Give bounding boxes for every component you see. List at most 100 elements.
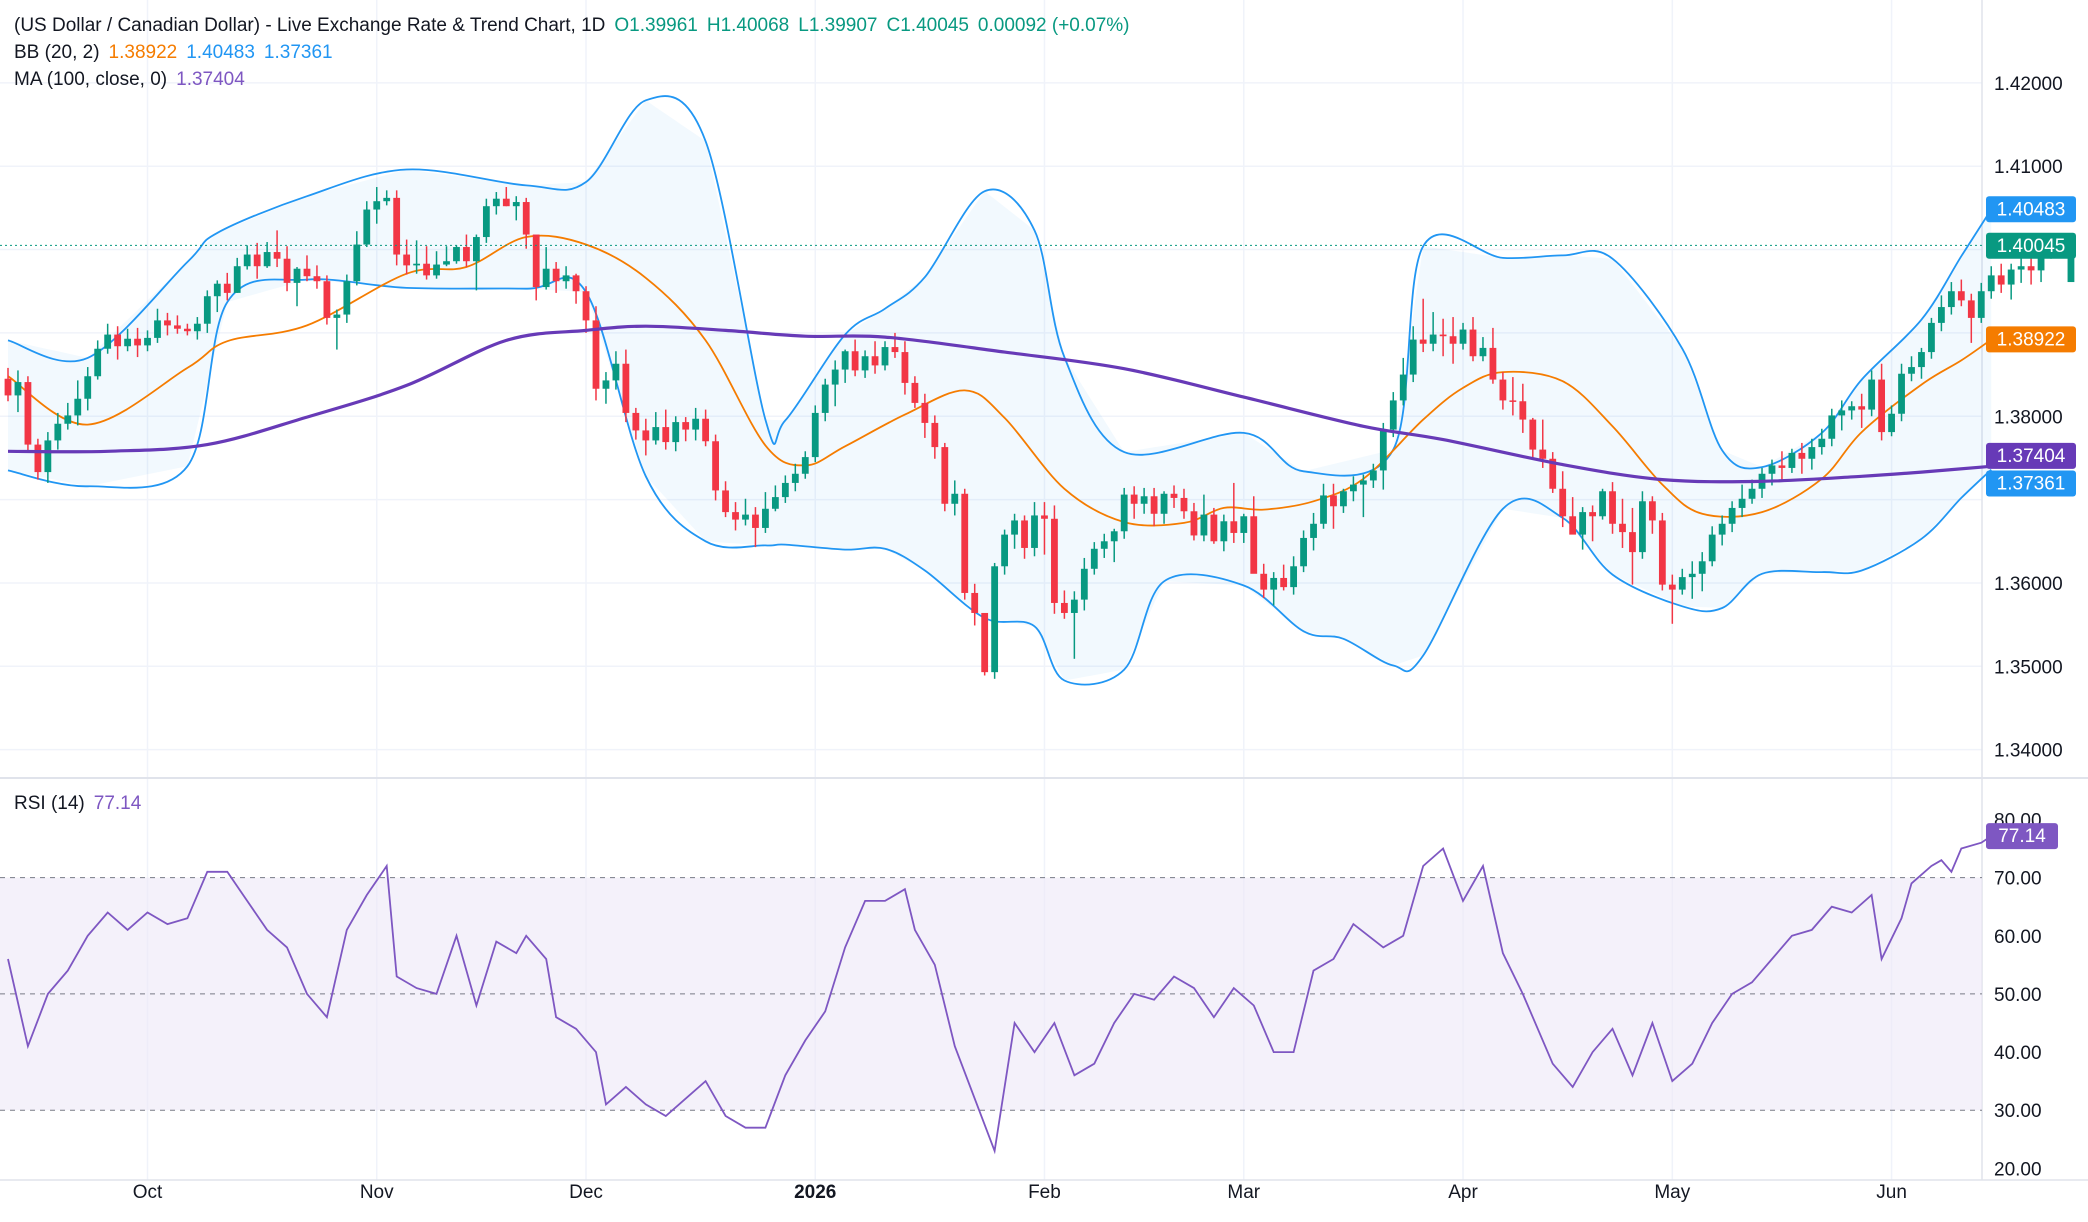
rsi-axis-label: 20.00: [1994, 1159, 2042, 1180]
candle: [762, 492, 769, 533]
bb-lower-value: 1.37361: [263, 42, 333, 63]
ma-label: MA (100, close, 0): [14, 69, 168, 90]
candle-body: [961, 493, 969, 593]
candle-body: [1409, 339, 1417, 375]
candle: [642, 418, 650, 456]
time-axis-label: Jun: [1876, 1182, 1907, 1203]
candle: [1389, 392, 1397, 438]
candle: [881, 341, 889, 371]
rsi-axis-label: 70.00: [1994, 869, 2042, 890]
candle-body: [1330, 495, 1337, 507]
candle-body: [54, 423, 62, 441]
candle: [582, 286, 590, 333]
bb-fill: [8, 100, 1992, 681]
candle-body: [1140, 496, 1148, 504]
candle-body: [1678, 577, 1686, 590]
candle: [124, 328, 131, 352]
candle: [1369, 463, 1377, 488]
candle-body: [1210, 514, 1218, 542]
candle-body: [1051, 518, 1058, 603]
candle-body: [1090, 548, 1098, 569]
candle-body: [213, 283, 221, 297]
rsi-line: [7, 835, 1992, 1155]
candle: [961, 488, 969, 600]
candle-body: [801, 457, 809, 474]
candle-body: [1938, 307, 1945, 323]
candle-body: [921, 402, 929, 423]
time-axis-label: Apr: [1448, 1182, 1478, 1203]
candle-body: [84, 376, 92, 399]
candle-body: [263, 252, 271, 267]
candle-body: [114, 334, 122, 347]
bollinger-bands: [7, 95, 1992, 686]
candle: [1868, 370, 1876, 417]
candle: [652, 412, 660, 445]
candle: [1748, 479, 1756, 504]
candle-body: [373, 201, 381, 210]
candle: [722, 481, 729, 518]
candle: [1180, 488, 1188, 519]
candle: [662, 409, 670, 450]
candle-body: [303, 268, 311, 277]
candle: [592, 306, 600, 401]
candle-body: [423, 263, 430, 276]
candle: [1270, 572, 1278, 606]
candle: [1639, 491, 1646, 559]
candle: [991, 562, 999, 679]
candle: [522, 197, 530, 249]
candle-body: [732, 512, 739, 520]
candle: [34, 438, 42, 480]
candle: [94, 340, 102, 380]
candle-body: [1130, 494, 1138, 504]
moving-average: [0, 244, 1992, 484]
candle: [283, 246, 291, 292]
candle: [1300, 530, 1307, 573]
candle: [1888, 405, 1895, 437]
candle: [1469, 317, 1477, 362]
candle-body: [652, 427, 660, 441]
candle: [313, 265, 321, 289]
candle: [453, 245, 460, 264]
candle: [1509, 377, 1517, 416]
candle-body: [1629, 532, 1636, 553]
candle-body: [24, 382, 32, 445]
candle-body: [851, 351, 859, 371]
candle: [154, 308, 161, 343]
candle-body: [1399, 374, 1407, 401]
candle: [1559, 471, 1567, 528]
candle-body: [1120, 494, 1128, 532]
candle: [1150, 487, 1158, 527]
candle: [901, 341, 909, 395]
candle: [1648, 496, 1656, 534]
candle: [1788, 448, 1796, 473]
candle-body: [1001, 534, 1008, 567]
candle: [213, 280, 221, 313]
candlestick-series: [4, 187, 2075, 679]
bb-upper-line: [7, 95, 1992, 477]
candle-body: [1320, 495, 1327, 524]
price-tag: [1986, 232, 2076, 259]
candle: [971, 583, 979, 626]
candle: [64, 402, 72, 430]
candle-body: [592, 320, 600, 389]
candle-body: [4, 378, 12, 396]
price-tag-label: 1.37404: [1997, 446, 2066, 467]
candle: [4, 367, 12, 402]
candle: [562, 266, 570, 289]
rsi-legend: RSI (14) 77.14: [14, 792, 150, 816]
candle-body: [353, 244, 361, 282]
candle-body: [233, 266, 241, 293]
candle: [1320, 483, 1327, 529]
candle-body: [1300, 537, 1307, 567]
candle-body: [722, 490, 729, 513]
candle-body: [1798, 452, 1806, 459]
candle: [253, 242, 261, 279]
candle: [1060, 590, 1068, 619]
candle-body: [542, 268, 550, 288]
candle: [941, 442, 949, 512]
candle: [1250, 496, 1258, 574]
candle: [1220, 514, 1228, 552]
candle-body: [692, 418, 700, 430]
candle: [921, 393, 929, 438]
